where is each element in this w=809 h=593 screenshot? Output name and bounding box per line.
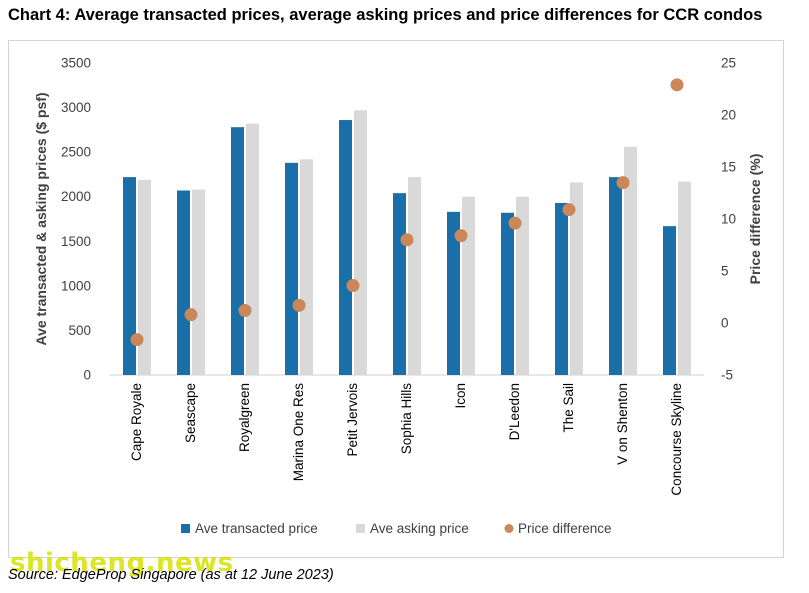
y-tick-label: 500: [68, 323, 91, 338]
point-price-difference: [292, 298, 306, 312]
point-price-difference: [616, 176, 630, 190]
legend-label-transacted: Ave transacted price: [195, 521, 318, 536]
legend-swatch-asking: [356, 524, 365, 533]
bar-ave-asking: [516, 196, 529, 375]
chart-panel: 0 500 1000 1500 2000 2500 3000 3500 -5 0 5 10 15 20 25…: [8, 40, 784, 558]
bar-ave-asking: [354, 110, 367, 375]
bar-ave-transacted: [393, 193, 406, 375]
legend-swatch-transacted: [181, 524, 190, 533]
source-note: Source: EdgeProp Singapore (as at 12 Jun…: [8, 567, 334, 583]
bar-ave-transacted: [663, 226, 676, 375]
bar-ave-transacted: [177, 190, 190, 375]
bar-ave-asking: [408, 177, 421, 375]
bar-ave-transacted: [501, 212, 514, 375]
y2-tick-label: 10: [721, 212, 736, 227]
bar-ave-asking: [300, 159, 313, 375]
point-price-difference: [184, 308, 198, 322]
point-price-difference: [346, 279, 360, 293]
bar-ave-transacted: [285, 162, 298, 375]
category-label: Petit Jervois: [345, 383, 360, 457]
bar-ave-asking: [624, 146, 637, 375]
bar-ave-transacted: [555, 202, 568, 375]
point-price-difference: [400, 233, 414, 247]
bar-ave-asking: [192, 189, 205, 375]
y2-tick-label: 25: [721, 56, 736, 71]
y-tick-label: 3000: [61, 100, 91, 115]
y-tick-label: 0: [83, 368, 91, 383]
bar-ave-transacted: [339, 120, 352, 376]
y-tick-label: 1000: [61, 278, 91, 293]
y2-axis-title: Price difference (%): [747, 154, 763, 285]
category-label: Icon: [453, 383, 468, 409]
y-tick-label: 1500: [61, 234, 91, 249]
bar-ave-transacted: [123, 177, 136, 375]
legend-swatch-difference: [504, 524, 514, 533]
y-tick-label: 2000: [61, 189, 91, 204]
y2-tick-label: 15: [721, 160, 736, 175]
point-price-difference: [130, 333, 144, 347]
category-label: Seascape: [183, 383, 198, 443]
category-label: Royalgreen: [237, 383, 252, 452]
category-label: V on Shenton: [615, 383, 630, 465]
point-price-difference: [508, 216, 522, 230]
bar-ave-transacted: [447, 211, 460, 375]
bar-ave-asking: [462, 196, 475, 375]
point-price-difference: [238, 304, 252, 318]
bar-ave-asking: [678, 181, 691, 375]
watermark: shicheng.news: [10, 548, 234, 578]
category-label: Marina One Res: [291, 383, 306, 482]
bar-ave-asking: [246, 123, 259, 375]
y2-tick-label: 5: [721, 264, 729, 279]
legend-label-difference: Price difference: [518, 521, 612, 536]
category-label: The Sail: [561, 383, 576, 433]
point-price-difference: [670, 78, 684, 92]
category-label: D'Leedon: [507, 383, 522, 440]
point-price-difference: [562, 203, 576, 217]
category-label: Concourse Skyline: [669, 383, 684, 496]
y-tick-label: 3500: [61, 56, 91, 71]
category-label: Sophia Hills: [399, 383, 414, 455]
chart-svg: 0 500 1000 1500 2000 2500 3000 3500 -5 0 5 10 15 20 25…: [33, 56, 763, 537]
point-price-difference: [454, 229, 468, 243]
y2-tick-label: -5: [721, 368, 733, 383]
chart-title: Chart 4: Average transacted prices, aver…: [8, 6, 763, 24]
bar-ave-asking: [570, 182, 583, 375]
bar-ave-asking: [138, 179, 151, 375]
y2-tick-label: 20: [721, 108, 736, 123]
y-axis-title: Ave transacted & asking prices ($ psf): [33, 92, 49, 345]
bar-ave-transacted: [609, 177, 622, 375]
bar-ave-transacted: [231, 127, 244, 375]
y-tick-label: 2500: [61, 145, 91, 160]
y2-tick-label: 0: [721, 316, 729, 331]
category-label: Cape Royale: [129, 383, 144, 461]
legend-label-asking: Ave asking price: [370, 521, 469, 536]
